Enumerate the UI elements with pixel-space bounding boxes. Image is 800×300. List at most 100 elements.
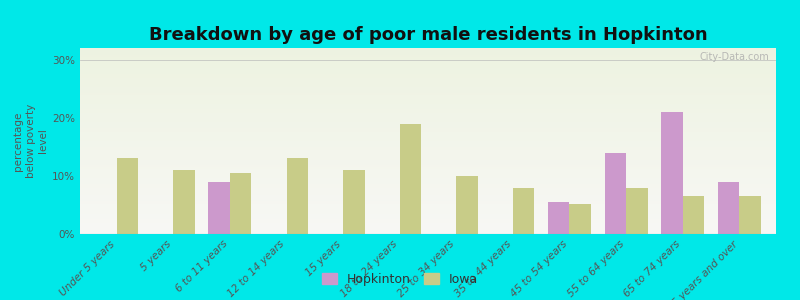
Bar — [80, 161, 776, 163]
Bar — [80, 89, 776, 91]
Bar — [80, 119, 776, 121]
Bar — [80, 206, 776, 208]
Bar — [80, 163, 776, 165]
Bar — [80, 63, 776, 65]
Bar — [80, 152, 776, 154]
Bar — [80, 228, 776, 230]
Bar — [80, 176, 776, 178]
Bar — [80, 184, 776, 186]
Bar — [80, 134, 776, 135]
Bar — [80, 180, 776, 182]
Bar — [80, 215, 776, 217]
Bar — [80, 171, 776, 172]
Bar — [230, 173, 251, 234]
Bar — [80, 107, 776, 110]
Bar — [80, 191, 776, 193]
Bar — [80, 212, 776, 214]
Bar — [80, 143, 776, 145]
Bar — [80, 204, 776, 206]
Bar — [80, 68, 776, 70]
Bar — [80, 178, 776, 180]
Bar — [80, 195, 776, 197]
Bar — [80, 200, 776, 202]
Bar — [80, 230, 776, 232]
Bar — [80, 102, 776, 104]
Bar — [80, 165, 776, 167]
Bar — [626, 188, 647, 234]
Bar — [80, 110, 776, 111]
Bar — [682, 196, 704, 234]
Bar — [80, 48, 776, 50]
Bar — [80, 87, 776, 89]
Bar — [80, 202, 776, 204]
Text: City-Data.com: City-Data.com — [699, 52, 769, 62]
Bar — [80, 72, 776, 74]
Bar — [718, 182, 739, 234]
Bar — [80, 130, 776, 132]
Bar — [80, 82, 776, 83]
Bar — [80, 154, 776, 156]
Bar — [80, 98, 776, 100]
Bar — [80, 148, 776, 150]
Bar — [80, 111, 776, 113]
Bar — [80, 132, 776, 134]
Bar — [80, 91, 776, 93]
Bar — [80, 115, 776, 117]
Bar — [80, 57, 776, 59]
Bar — [570, 204, 591, 234]
Bar — [80, 67, 776, 68]
Bar — [80, 193, 776, 195]
Bar — [80, 117, 776, 119]
Legend: Hopkinton, Iowa: Hopkinton, Iowa — [317, 268, 483, 291]
Bar — [80, 106, 776, 107]
Bar — [548, 202, 570, 234]
Bar — [80, 78, 776, 80]
Bar — [80, 128, 776, 130]
Bar — [80, 167, 776, 169]
Bar — [739, 196, 761, 234]
Bar — [80, 76, 776, 78]
Bar — [80, 122, 776, 124]
Bar — [80, 83, 776, 85]
Bar — [80, 172, 776, 175]
Bar — [80, 70, 776, 72]
Bar — [80, 74, 776, 76]
Bar — [80, 61, 776, 63]
Bar — [80, 158, 776, 160]
Bar — [80, 50, 776, 52]
Bar — [117, 158, 138, 234]
Bar — [80, 113, 776, 115]
Bar — [80, 188, 776, 189]
Bar — [80, 186, 776, 188]
Bar — [80, 145, 776, 147]
Bar — [80, 56, 776, 57]
Bar — [80, 52, 776, 54]
Bar — [174, 170, 195, 234]
Bar — [80, 121, 776, 122]
Bar — [80, 210, 776, 212]
Bar — [80, 221, 776, 223]
Bar — [80, 104, 776, 106]
Bar — [80, 59, 776, 61]
Bar — [80, 147, 776, 148]
Bar — [80, 80, 776, 82]
Title: Breakdown by age of poor male residents in Hopkinton: Breakdown by age of poor male residents … — [149, 26, 707, 44]
Bar — [80, 150, 776, 152]
Bar — [343, 170, 365, 234]
Y-axis label: percentage
below poverty
level: percentage below poverty level — [13, 104, 48, 178]
Bar — [80, 182, 776, 184]
Bar — [80, 226, 776, 228]
Bar — [80, 96, 776, 98]
Bar — [80, 219, 776, 221]
Bar — [80, 124, 776, 126]
Bar — [456, 176, 478, 234]
Bar — [513, 188, 534, 234]
Bar — [80, 139, 776, 141]
Bar — [80, 208, 776, 210]
Bar — [80, 175, 776, 176]
Bar — [80, 225, 776, 226]
Bar — [286, 158, 308, 234]
Bar — [80, 156, 776, 158]
Bar — [80, 100, 776, 102]
Bar — [80, 214, 776, 215]
